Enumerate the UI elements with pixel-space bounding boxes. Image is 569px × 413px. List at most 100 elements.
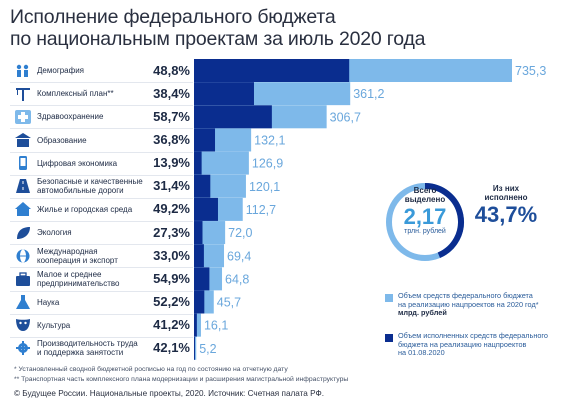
executed-percent-label: 58,7% bbox=[153, 108, 190, 124]
executed-percent-label: 49,2% bbox=[153, 201, 190, 217]
bar-executed bbox=[194, 174, 211, 198]
source-credit: © Будущее России. Национальные проекты, … bbox=[14, 389, 325, 398]
row-divider bbox=[10, 313, 193, 315]
donut-total-label: Всего выделено bbox=[404, 186, 446, 204]
theater-mask-icon bbox=[14, 317, 32, 333]
bar-executed bbox=[194, 128, 216, 152]
leaf-icon bbox=[14, 225, 32, 241]
bar-value-label: 16,1 bbox=[204, 319, 228, 333]
school-icon bbox=[14, 132, 32, 148]
executed-percent-label: 42,1% bbox=[153, 340, 190, 356]
bar-allocated bbox=[194, 151, 249, 175]
legend-executed-text: Объем исполненных средств федерального б… bbox=[398, 331, 548, 358]
bar-value-label: 64,8 bbox=[225, 272, 249, 286]
bar-value-label: 361,2 bbox=[353, 87, 384, 101]
executed-percent-label: 31,4% bbox=[153, 178, 190, 194]
bar-executed bbox=[194, 313, 197, 337]
executed-percent-label: 27,3% bbox=[153, 224, 190, 240]
category-label: Малое и среднее предпринимательство bbox=[37, 270, 149, 288]
legend-allocated-unit: млрд. рублей bbox=[398, 308, 447, 318]
medical-cross-icon bbox=[14, 109, 32, 125]
bar-executed bbox=[194, 59, 350, 82]
road-icon bbox=[14, 178, 32, 194]
row-divider bbox=[10, 221, 193, 223]
footnote-2: ** Транспортная часть комплексного плана… bbox=[14, 376, 349, 383]
category-label: Демография bbox=[37, 66, 149, 75]
category-label-line: Производительность труда bbox=[37, 339, 138, 349]
footnote-1: * Установленный сводной бюджетной роспис… bbox=[14, 366, 288, 373]
donut-executed-label: Из них исполнено bbox=[484, 184, 528, 202]
legend-swatch-allocated bbox=[385, 294, 393, 302]
bar-value-label: 126,9 bbox=[252, 157, 283, 171]
bar-executed bbox=[194, 197, 218, 221]
page-title: Исполнение федерального бюджета по нацио… bbox=[10, 6, 426, 50]
donut-executed-value: 43,7% bbox=[474, 202, 538, 227]
legend-swatch-executed bbox=[385, 334, 393, 342]
category-label-line: Культура bbox=[37, 320, 71, 330]
executed-percent-label: 48,8% bbox=[153, 62, 190, 78]
category-label: Экология bbox=[37, 228, 149, 237]
bar-value-label: 72,0 bbox=[228, 226, 252, 240]
category-label-line: Комплексный план** bbox=[37, 89, 114, 99]
bar-executed bbox=[194, 336, 195, 360]
gear-icon bbox=[14, 340, 32, 356]
row-divider bbox=[10, 290, 193, 292]
smartphone-icon bbox=[14, 155, 32, 171]
bar-value-label: 306,7 bbox=[330, 110, 361, 124]
category-label-line: Безопасные и качественные bbox=[37, 177, 143, 187]
row-divider bbox=[10, 174, 193, 176]
bar-value-label: 112,7 bbox=[246, 203, 276, 217]
briefcase-icon bbox=[14, 271, 32, 287]
donut-total-value: 2,17 bbox=[403, 204, 447, 229]
row-divider bbox=[10, 336, 193, 338]
category-label-line: Демография bbox=[37, 66, 85, 76]
category-label: Производительность труда и поддержка заня… bbox=[37, 339, 149, 357]
bar-allocated bbox=[194, 336, 197, 360]
crane-icon bbox=[14, 86, 32, 102]
category-label-line: и поддержка занятости bbox=[37, 348, 124, 358]
category-label-line: Международная bbox=[37, 246, 98, 256]
family-icon bbox=[14, 63, 32, 79]
globe-icon bbox=[14, 248, 32, 264]
bar-executed bbox=[194, 221, 203, 245]
bar-executed bbox=[194, 151, 202, 175]
row-divider bbox=[10, 82, 193, 84]
bar-executed bbox=[194, 267, 210, 291]
category-label: Наука bbox=[37, 298, 149, 307]
executed-percent-label: 36,8% bbox=[153, 132, 190, 148]
donut-total-unit: трлн. рублей bbox=[404, 228, 446, 235]
row-divider bbox=[10, 128, 193, 130]
executed-percent-label: 38,4% bbox=[153, 85, 190, 101]
house-icon bbox=[14, 201, 32, 217]
row-divider bbox=[10, 267, 193, 269]
category-label: Жилье и городская среда bbox=[37, 205, 149, 214]
bar-executed bbox=[194, 105, 272, 129]
category-label: Культура bbox=[37, 321, 149, 330]
category-label-line: Экология bbox=[37, 228, 72, 238]
category-label-line: Здравоохранение bbox=[37, 112, 104, 122]
category-label-line: автомобильные дороги bbox=[37, 186, 124, 196]
row-divider bbox=[10, 244, 193, 246]
executed-percent-label: 52,2% bbox=[153, 294, 190, 310]
executed-percent-label: 41,2% bbox=[153, 317, 190, 333]
legend-executed: Объем исполненных средств федерального б… bbox=[398, 331, 563, 358]
category-label-line: предпринимательство bbox=[37, 278, 120, 288]
row-divider bbox=[10, 151, 193, 153]
category-label-line: Жилье и городская среда bbox=[37, 204, 133, 214]
bar-allocated bbox=[194, 313, 201, 337]
category-label: Международная кооперация и экспорт bbox=[37, 247, 149, 265]
row-divider bbox=[10, 197, 193, 199]
category-label: Безопасные и качественные автомобильные д… bbox=[37, 177, 149, 195]
category-label: Здравоохранение bbox=[37, 112, 149, 121]
category-label-line: Цифровая экономика bbox=[37, 158, 118, 168]
row-divider bbox=[10, 105, 193, 107]
category-label: Образование bbox=[37, 136, 149, 145]
category-label-line: Наука bbox=[37, 297, 60, 307]
bar-executed bbox=[194, 82, 254, 106]
bar-value-label: 735,3 bbox=[515, 64, 546, 78]
legend-allocated-text: Объем средств федерального бюджета на ре… bbox=[398, 291, 539, 309]
category-label-line: кооперация и экспорт bbox=[37, 255, 118, 265]
category-label-line: Образование bbox=[37, 135, 87, 145]
flask-icon bbox=[14, 294, 32, 310]
